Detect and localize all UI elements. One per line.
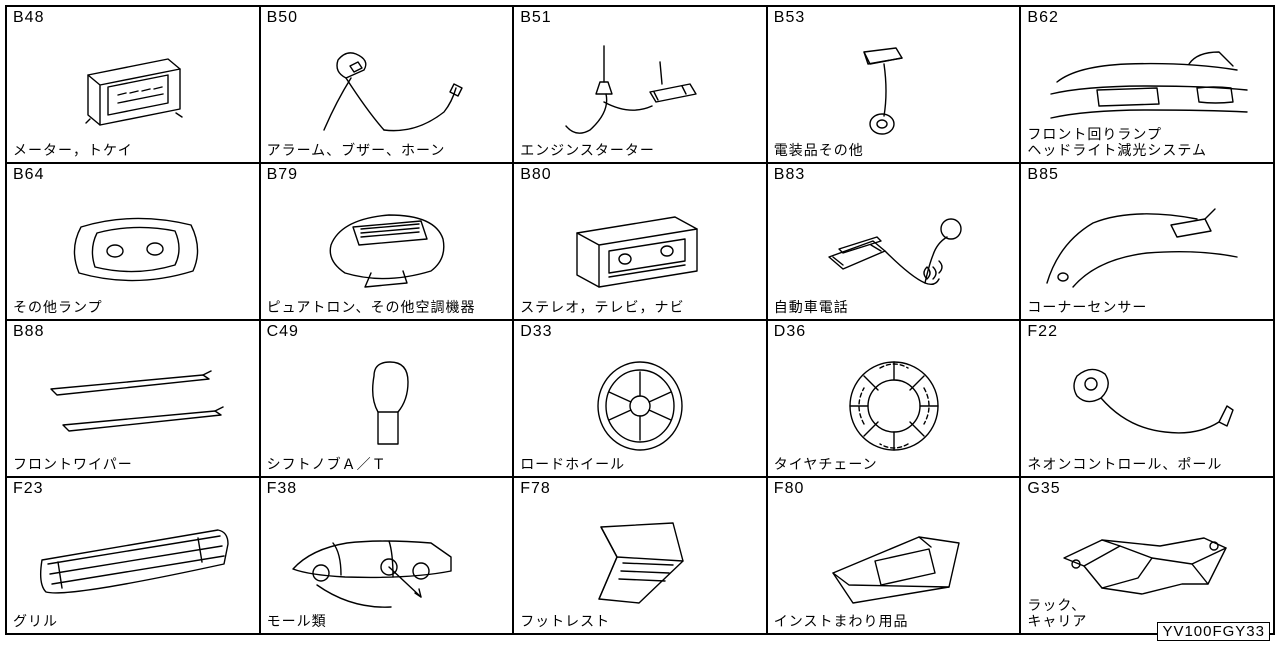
part-caption: シフトノブＡ／Ｔ: [267, 456, 507, 472]
part-caption: 電装品その他: [774, 142, 1014, 158]
part-code-label: B62: [1027, 9, 1058, 27]
part-cell-B64[interactable]: B64 その他ランプ: [6, 163, 260, 320]
other-lamp-icon: [7, 182, 259, 315]
part-code-label: F38: [267, 480, 298, 498]
part-caption: インストまわり用品: [774, 613, 1014, 629]
part-cell-F78[interactable]: F78 フットレスト: [513, 477, 767, 634]
part-cell-D36[interactable]: D36 タイヤチェーン: [767, 320, 1021, 477]
part-code-label: B64: [13, 166, 44, 184]
part-cell-C49[interactable]: C49 シフトノブＡ／Ｔ: [260, 320, 514, 477]
car-phone-icon: [768, 182, 1020, 315]
inst-goods-icon: [768, 496, 1020, 629]
molding-icon: [261, 496, 513, 629]
part-code-label: B53: [774, 9, 805, 27]
part-cell-B85[interactable]: B85 コーナーセンサー: [1020, 163, 1274, 320]
part-code-label: B50: [267, 9, 298, 27]
part-cell-G35[interactable]: G35 ラック、 キャリア: [1020, 477, 1274, 634]
part-caption: メーター，トケイ: [13, 142, 253, 158]
elec-misc-icon: [768, 25, 1020, 158]
corner-sensor-icon: [1021, 182, 1273, 315]
part-caption: アラーム、ブザー、ホーン: [267, 142, 507, 158]
part-code-label: G35: [1027, 480, 1060, 498]
part-code-label: F22: [1027, 323, 1058, 341]
part-code-label: D33: [520, 323, 552, 341]
part-cell-B51[interactable]: B51 エンジンスターター: [513, 6, 767, 163]
part-caption: グリル: [13, 613, 253, 629]
part-code-label: B85: [1027, 166, 1058, 184]
part-code-label: B80: [520, 166, 551, 184]
part-cell-B50[interactable]: B50 アラーム、ブザー、ホーン: [260, 6, 514, 163]
part-code-label: F23: [13, 480, 44, 498]
part-number: YV100FGY33: [1157, 622, 1270, 641]
part-cell-D33[interactable]: D33 ロードホイール: [513, 320, 767, 477]
part-caption: ステレオ，テレビ，ナビ: [520, 299, 760, 315]
part-code-label: D36: [774, 323, 806, 341]
part-code-label: B83: [774, 166, 805, 184]
part-caption: フロントワイパー: [13, 456, 253, 472]
part-cell-F38[interactable]: F38 モール類: [260, 477, 514, 634]
part-caption: フロント回りランプ ヘッドライト減光システム: [1027, 126, 1267, 158]
tire-chain-icon: [768, 339, 1020, 472]
part-caption: ピュアトロン、その他空調機器: [267, 299, 507, 315]
part-code-label: F78: [520, 480, 551, 498]
wheel-icon: [514, 339, 766, 472]
part-cell-B88[interactable]: B88 フロントワイパー: [6, 320, 260, 477]
part-code-label: B88: [13, 323, 44, 341]
clock-meter-icon: [7, 25, 259, 158]
stereo-icon: [514, 182, 766, 315]
part-code-label: F80: [774, 480, 805, 498]
part-caption: タイヤチェーン: [774, 456, 1014, 472]
part-code-label: C49: [267, 323, 299, 341]
part-caption: モール類: [267, 613, 507, 629]
footrest-icon: [514, 496, 766, 629]
part-cell-F22[interactable]: F22 ネオンコントロール、ポール: [1020, 320, 1274, 477]
part-caption: フットレスト: [520, 613, 760, 629]
part-code-label: B79: [267, 166, 298, 184]
part-caption: コーナーセンサー: [1027, 299, 1267, 315]
part-caption: その他ランプ: [13, 299, 253, 315]
alarm-buzzer-icon: [261, 25, 513, 158]
engine-starter-icon: [514, 25, 766, 158]
part-cell-B62[interactable]: B62 フロント回りランプ ヘッドライト減光システム: [1020, 6, 1274, 163]
parts-grid: B48 メーター，トケイB50 アラーム、ブザー、ホーンB51 エンジンスタータ…: [5, 5, 1275, 635]
wiper-icon: [7, 339, 259, 472]
part-cell-B53[interactable]: B53 電装品その他: [767, 6, 1021, 163]
part-cell-F80[interactable]: F80 インストまわり用品: [767, 477, 1021, 634]
part-caption: ネオンコントロール、ポール: [1027, 456, 1267, 472]
part-caption: エンジンスターター: [520, 142, 760, 158]
puretron-icon: [261, 182, 513, 315]
part-code-label: B48: [13, 9, 44, 27]
part-code-label: B51: [520, 9, 551, 27]
part-cell-B80[interactable]: B80 ステレオ，テレビ，ナビ: [513, 163, 767, 320]
neon-pole-icon: [1021, 339, 1273, 472]
part-cell-B79[interactable]: B79 ピュアトロン、その他空調機器: [260, 163, 514, 320]
shift-knob-icon: [261, 339, 513, 472]
grill-icon: [7, 496, 259, 629]
part-cell-F23[interactable]: F23 グリル: [6, 477, 260, 634]
part-caption: ロードホイール: [520, 456, 760, 472]
part-cell-B48[interactable]: B48 メーター，トケイ: [6, 6, 260, 163]
part-cell-B83[interactable]: B83 自動車電話: [767, 163, 1021, 320]
part-caption: 自動車電話: [774, 299, 1014, 315]
